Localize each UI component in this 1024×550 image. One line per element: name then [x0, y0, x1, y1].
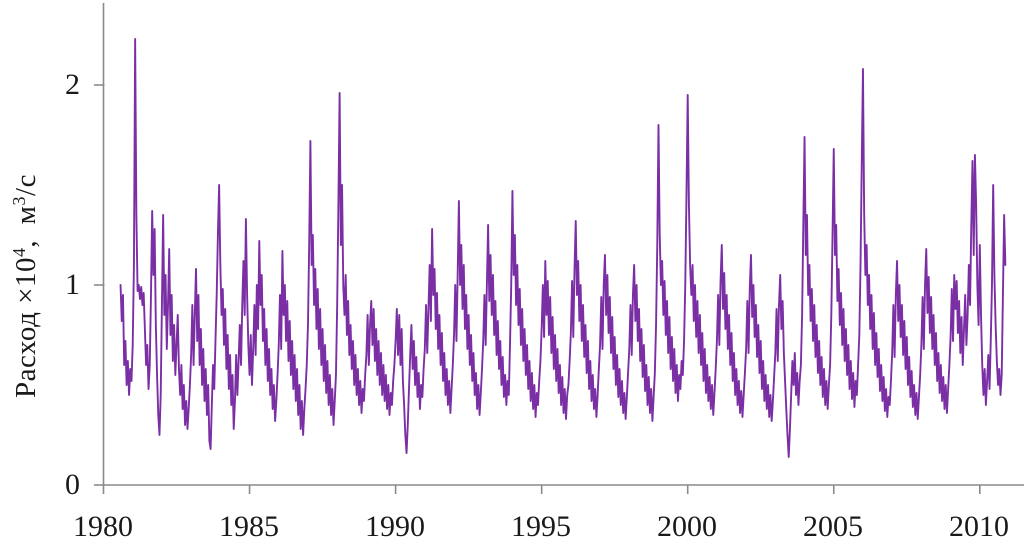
x-tick-label-2000: 2000: [657, 510, 717, 543]
y-tick-label-1: 1: [65, 268, 80, 301]
x-tick-label-2010: 2010: [949, 510, 1009, 543]
y-tick-label-2: 2: [65, 68, 80, 101]
y-tick-label-0: 0: [65, 468, 80, 501]
x-tick-label-1980: 1980: [73, 510, 133, 543]
x-axis-ticks: [102, 485, 981, 494]
x-tick-label-1985: 1985: [219, 510, 279, 543]
x-tick-label-1990: 1990: [365, 510, 425, 543]
discharge-line-series: [119, 38, 1007, 458]
y-axis-ticks: [94, 84, 105, 486]
x-tick-label-2005: 2005: [803, 510, 863, 543]
x-tick-label-1995: 1995: [511, 510, 571, 543]
